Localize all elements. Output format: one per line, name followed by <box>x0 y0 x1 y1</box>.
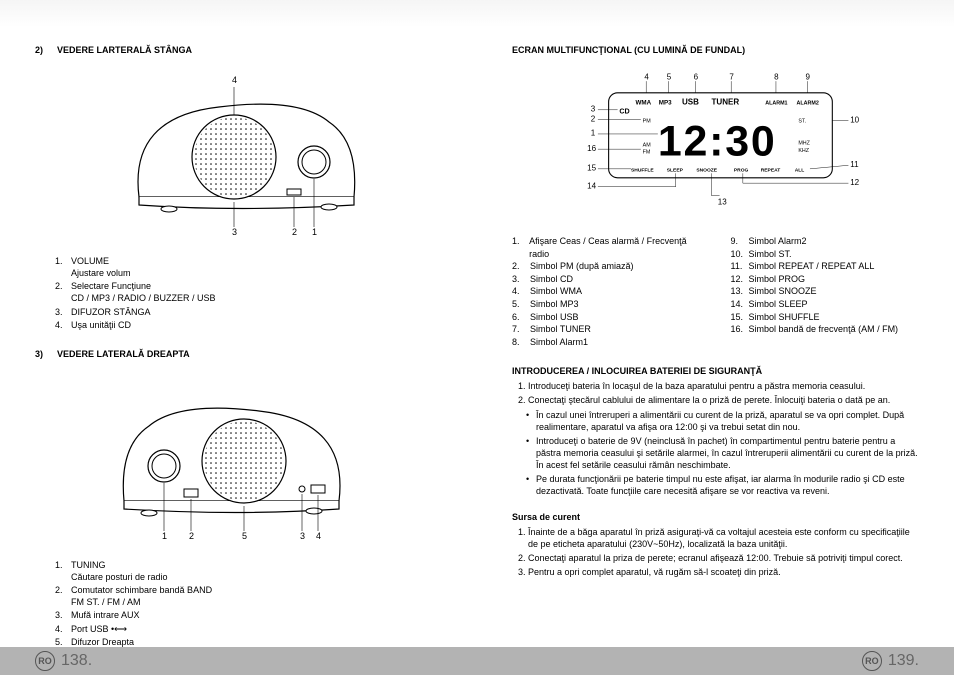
svg-text:8: 8 <box>774 72 779 81</box>
svg-text:15: 15 <box>587 164 596 173</box>
section2-title: 2) VEDERE LARTERALĂ STÂNGA <box>35 45 442 55</box>
svg-text:7: 7 <box>729 72 734 81</box>
diagram-right-side: 1 2 5 3 4 <box>35 371 442 541</box>
svg-text:3: 3 <box>590 105 595 114</box>
svg-text:AM: AM <box>642 142 651 148</box>
display-legend: 1.Afişare Ceas / Ceas alarmă / Frecvenţă… <box>512 235 919 348</box>
svg-text:USB: USB <box>682 97 699 106</box>
left-page: 2) VEDERE LARTERALĂ STÂNGA <box>0 0 477 675</box>
section2-list: 1.VOLUMEAjustare volum 2.Selectare Funcţ… <box>55 255 442 331</box>
svg-text:2: 2 <box>292 227 297 237</box>
section3-num: 3) <box>35 349 49 359</box>
diagram-left-side: 4 3 2 1 <box>35 67 442 237</box>
svg-text:3: 3 <box>300 531 305 541</box>
section2-num: 2) <box>35 45 49 55</box>
section3-heading: VEDERE LATERALĂ DREAPTA <box>57 349 190 359</box>
page-number-left: 138. <box>61 652 92 670</box>
svg-text:12: 12 <box>850 178 859 187</box>
radio-left-svg: 4 3 2 1 <box>79 67 399 237</box>
svg-text:MP3: MP3 <box>658 99 671 106</box>
svg-text:1: 1 <box>162 531 167 541</box>
svg-text:ALARM1: ALARM1 <box>765 100 787 106</box>
svg-text:11: 11 <box>850 160 859 169</box>
footer-right: RO 139. <box>477 647 954 675</box>
svg-text:REPEAT: REPEAT <box>760 168 780 174</box>
battery-ol: Introduceţi bateria în locaşul de la baz… <box>528 380 919 406</box>
svg-text:ST.: ST. <box>798 118 806 124</box>
svg-text:1: 1 <box>312 227 317 237</box>
legend-col-a: 1.Afişare Ceas / Ceas alarmă / Frecvenţă… <box>512 235 701 348</box>
svg-text:12:30: 12:30 <box>657 117 776 165</box>
svg-text:SHUFFLE: SHUFFLE <box>631 168 654 174</box>
svg-text:2: 2 <box>189 531 194 541</box>
radio-right-svg: 1 2 5 3 4 <box>79 371 399 541</box>
lcd-diagram: 4 5 6 7 8 9 WMA MP3 USB TUNER ALARM1 ALAR… <box>512 67 919 217</box>
svg-text:ALARM2: ALARM2 <box>796 100 818 106</box>
ro-badge-icon: RO <box>35 651 55 671</box>
svg-text:CD: CD <box>619 107 629 115</box>
power-ol: Înainte de a băga aparatul în priză asig… <box>528 526 919 579</box>
battery-section: INTRODUCEREA / INLOCUIREA BATERIEI DE SI… <box>512 366 919 497</box>
svg-text:4: 4 <box>644 72 649 81</box>
svg-text:9: 9 <box>805 72 810 81</box>
footer-left: RO 138. <box>0 647 477 675</box>
lcd-svg: 4 5 6 7 8 9 WMA MP3 USB TUNER ALARM1 ALAR… <box>546 67 886 217</box>
page: 2) VEDERE LARTERALĂ STÂNGA <box>0 0 954 675</box>
svg-text:WMA: WMA <box>635 99 651 106</box>
svg-text:ALL: ALL <box>794 168 804 174</box>
svg-text:SNOOZE: SNOOZE <box>696 168 717 174</box>
svg-text:4: 4 <box>232 75 237 85</box>
svg-text:PROG: PROG <box>733 168 748 174</box>
page-number-right: 139. <box>888 652 919 670</box>
svg-text:5: 5 <box>666 72 671 81</box>
section2-heading: VEDERE LARTERALĂ STÂNGA <box>57 45 192 55</box>
svg-text:3: 3 <box>232 227 237 237</box>
power-section: Sursa de curent Înainte de a băga aparat… <box>512 512 919 579</box>
display-title: ECRAN MULTIFUNCŢIONAL (CU LUMINĂ DE FUND… <box>512 45 919 55</box>
svg-text:PM: PM <box>642 118 651 124</box>
power-heading: Sursa de curent <box>512 512 919 522</box>
svg-text:16: 16 <box>587 144 596 153</box>
ro-badge-icon: RO <box>862 651 882 671</box>
svg-text:KHZ: KHZ <box>798 148 809 154</box>
svg-text:6: 6 <box>693 72 698 81</box>
right-page: ECRAN MULTIFUNCŢIONAL (CU LUMINĂ DE FUND… <box>477 0 954 675</box>
section3-list: 1.TUNINGCăutare posturi de radio 2.Comut… <box>55 559 442 648</box>
svg-text:14: 14 <box>587 182 596 191</box>
svg-text:SLEEP: SLEEP <box>666 168 683 174</box>
legend-col-b: 9.Simbol Alarm2 10.Simbol ST. 11.Simbol … <box>731 235 920 348</box>
svg-text:5: 5 <box>242 531 247 541</box>
battery-ul: În cazul unei întreruperi a alimentării … <box>536 409 919 498</box>
svg-text:1: 1 <box>590 129 595 138</box>
battery-heading: INTRODUCEREA / INLOCUIREA BATERIEI DE SI… <box>512 366 919 376</box>
svg-text:10: 10 <box>850 115 859 124</box>
svg-text:FM: FM <box>642 150 650 156</box>
svg-text:TUNER: TUNER <box>711 97 739 106</box>
svg-text:MHZ: MHZ <box>798 141 810 147</box>
section3-title: 3) VEDERE LATERALĂ DREAPTA <box>35 349 442 359</box>
svg-text:2: 2 <box>590 114 595 123</box>
svg-text:4: 4 <box>316 531 321 541</box>
svg-text:13: 13 <box>717 198 726 207</box>
